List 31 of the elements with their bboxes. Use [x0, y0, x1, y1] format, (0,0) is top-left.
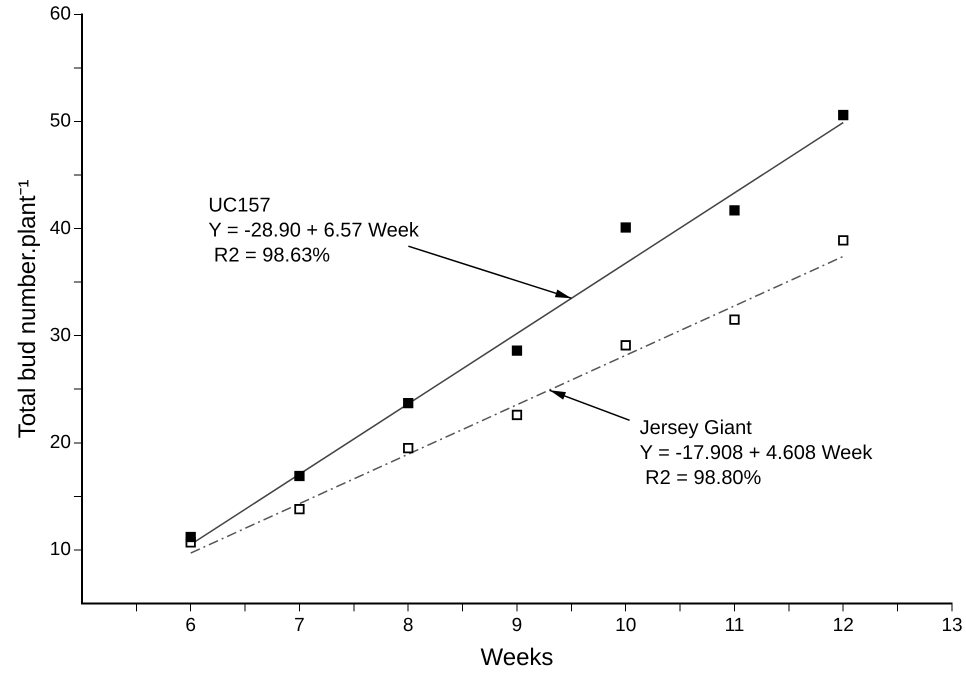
y-tick-label: 30 [50, 324, 71, 346]
point [729, 314, 740, 325]
annotation: Jersey Giant Y = -17.908 + 4.608 Week R2 = 98.80% [640, 416, 874, 489]
x-tick-label: 9 [512, 615, 522, 636]
point [729, 205, 740, 216]
x-tick-label: 13 [941, 615, 963, 636]
x-tick-label: 11 [724, 615, 744, 636]
x-tick-label: 6 [185, 615, 196, 636]
point [294, 470, 305, 482]
annotation: UC157 Y = -28.90 + 6.57 Week R2 = 98.63% [208, 194, 420, 267]
point [620, 340, 631, 350]
y-tick-label: 60 [50, 4, 71, 25]
y-axis-title: Total bud number.plant⁻¹ [14, 179, 42, 438]
point [620, 222, 631, 233]
point [186, 532, 196, 542]
y-tick-label: 20 [50, 432, 71, 453]
y-tick-label: 10 [50, 539, 71, 560]
x-tick-label: 10 [615, 615, 636, 636]
x-tick-label: 8 [402, 615, 414, 636]
point [838, 110, 848, 120]
point [403, 442, 414, 454]
x-tick-label: 7 [294, 615, 305, 636]
point [403, 398, 414, 408]
point [512, 410, 522, 420]
x-tick-label: 12 [832, 615, 854, 636]
y-tick-label: 50 [50, 110, 71, 132]
point [294, 504, 305, 514]
x-axis-title: Weeks [480, 644, 554, 672]
point [838, 235, 848, 246]
y-tick-label: 40 [50, 218, 71, 239]
point [512, 346, 522, 356]
